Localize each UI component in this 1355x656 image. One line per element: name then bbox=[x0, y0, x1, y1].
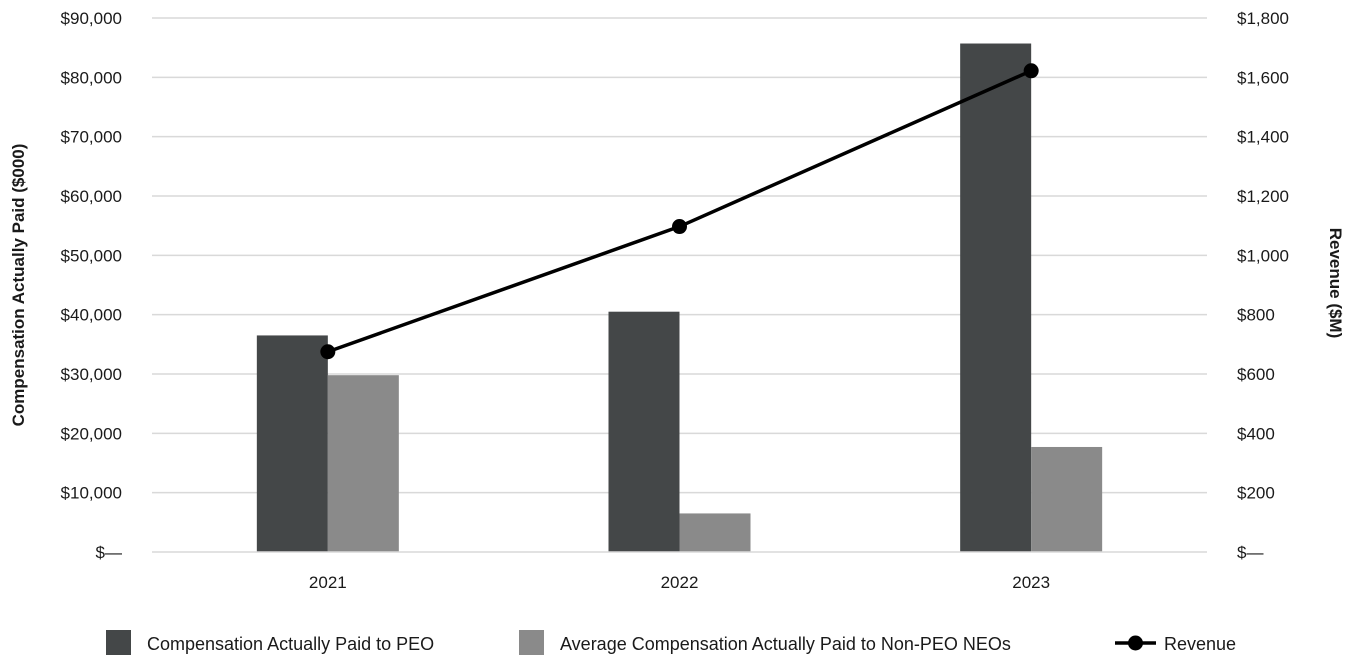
revenue-line bbox=[320, 63, 1039, 360]
legend-label: Revenue bbox=[1164, 634, 1236, 654]
left-tick-label: $30,000 bbox=[61, 365, 122, 384]
bars bbox=[256, 43, 1103, 552]
right-axis-title: Revenue ($M) bbox=[1326, 228, 1345, 339]
category-label: 2022 bbox=[661, 573, 699, 592]
bar bbox=[327, 375, 399, 552]
left-tick-label: $20,000 bbox=[61, 424, 122, 443]
category-axis-ticks: 2021 2022 2023 bbox=[309, 573, 1050, 592]
right-tick-label: $1,200 bbox=[1237, 187, 1289, 206]
left-tick-label: $80,000 bbox=[61, 68, 122, 87]
left-tick-label: $10,000 bbox=[61, 484, 122, 503]
category-label: 2021 bbox=[309, 573, 347, 592]
legend-swatch bbox=[519, 630, 544, 655]
right-tick-label: $200 bbox=[1237, 484, 1275, 503]
left-axis-title: Compensation Actually Paid ($000) bbox=[9, 144, 28, 427]
left-tick-label: $40,000 bbox=[61, 306, 122, 325]
bar bbox=[1031, 446, 1103, 552]
legend-marker bbox=[1128, 635, 1143, 651]
legend-label: Compensation Actually Paid to PEO bbox=[147, 634, 434, 654]
category-label: 2023 bbox=[1012, 573, 1050, 592]
left-tick-label: $60,000 bbox=[61, 187, 122, 206]
bar bbox=[960, 43, 1032, 552]
left-tick-label: $— bbox=[96, 543, 122, 562]
legend-swatch bbox=[106, 630, 131, 655]
line-path bbox=[327, 69, 1032, 354]
right-tick-label: $1,000 bbox=[1237, 246, 1289, 265]
right-tick-label: $1,400 bbox=[1237, 128, 1289, 147]
line-point bbox=[672, 219, 687, 235]
line-point bbox=[320, 344, 336, 360]
right-tick-label: $1,600 bbox=[1237, 68, 1289, 87]
right-axis-ticks: $— $200 $400 $600 $800 $1,000 $1,200 $1,400 $1,6… bbox=[1237, 9, 1289, 562]
bar bbox=[256, 335, 328, 552]
legend: Compensation Actually Paid to PEO Average… bbox=[106, 630, 1236, 655]
legend-label: Average Compensation Actually Paid to No… bbox=[560, 634, 1011, 654]
line-point bbox=[1023, 63, 1039, 79]
left-axis-ticks: $— $10,000 $20,000 $30,000 $40,000 $50,000 $60… bbox=[61, 9, 122, 562]
left-tick-label: $50,000 bbox=[61, 246, 122, 265]
bar bbox=[679, 513, 751, 552]
bar bbox=[608, 311, 680, 552]
right-tick-label: $400 bbox=[1237, 424, 1275, 443]
left-tick-label: $70,000 bbox=[61, 128, 122, 147]
right-tick-label: $800 bbox=[1237, 306, 1275, 325]
left-tick-label: $90,000 bbox=[61, 9, 122, 28]
right-tick-label: $600 bbox=[1237, 365, 1275, 384]
right-tick-label: $— bbox=[1237, 543, 1263, 562]
right-tick-label: $1,800 bbox=[1237, 9, 1289, 28]
